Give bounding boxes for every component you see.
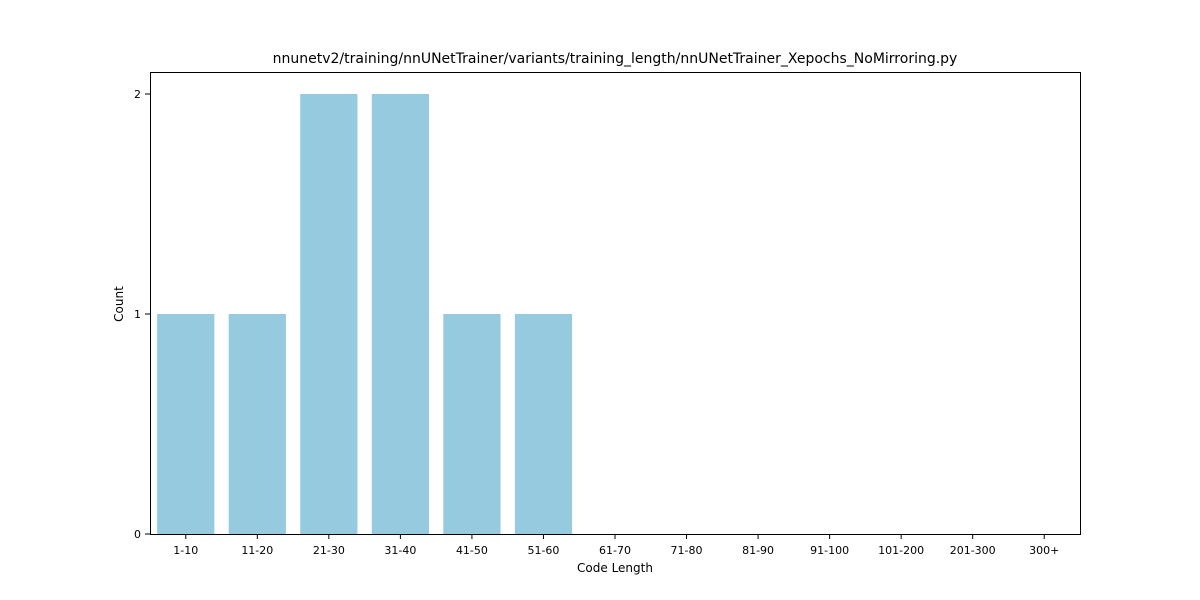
bars-group: [157, 94, 573, 534]
x-tick-label: 61-70: [599, 544, 631, 557]
x-tick-label: 91-100: [810, 544, 849, 557]
bar-51-60: [514, 314, 573, 534]
x-tick-label: 101-200: [878, 544, 924, 557]
bar-41-50: [443, 314, 501, 534]
bar-21-30: [300, 94, 358, 534]
x-axis-ticks: 1-10 11-20 21-30 31-40 41-50 51-60 61-70 71-80 8…: [173, 534, 1059, 557]
bar-1-10: [157, 314, 215, 534]
x-tick-label: 21-30: [313, 544, 345, 557]
x-tick-label: 1-10: [173, 544, 198, 557]
plot-frame: [150, 72, 1081, 535]
y-axis-label: Count: [112, 286, 126, 322]
y-tick-label: 1: [134, 308, 141, 321]
x-tick-label: 31-40: [384, 544, 416, 557]
x-tick-label: 300+: [1029, 544, 1059, 557]
x-tick-label: 11-20: [241, 544, 273, 557]
bar-11-20: [228, 314, 286, 534]
x-axis-label: Code Length: [577, 561, 653, 575]
x-tick-label: 41-50: [456, 544, 488, 557]
y-axis-ticks: 0 1 2: [134, 88, 150, 541]
x-tick-label: 81-90: [742, 544, 774, 557]
chart-title: nnunetv2/training/nnUNetTrainer/variants…: [273, 51, 958, 67]
x-tick-label: 51-60: [527, 544, 559, 557]
y-tick-label: 0: [134, 528, 141, 541]
x-tick-label: 71-80: [671, 544, 703, 557]
y-tick-label: 2: [134, 88, 141, 101]
x-tick-label: 201-300: [950, 544, 996, 557]
bar-31-40: [371, 94, 429, 534]
